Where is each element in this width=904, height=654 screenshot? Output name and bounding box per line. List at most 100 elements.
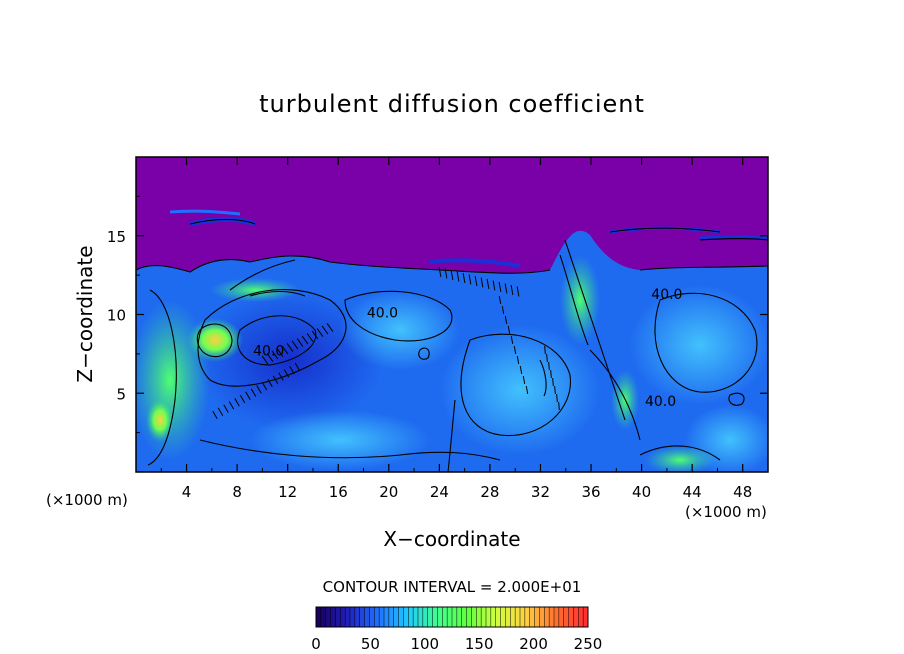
contour-line — [418, 347, 430, 360]
wave-contour — [504, 315, 508, 325]
x-tick-label: 36 — [581, 483, 600, 501]
contour-line — [147, 289, 177, 466]
x-tick-label: 12 — [278, 483, 297, 501]
wave-contour — [316, 328, 324, 337]
wave-contour — [296, 338, 304, 347]
y-axis: 5 10 15 — [107, 195, 768, 434]
wave-contour — [552, 377, 554, 387]
wave-contour — [256, 385, 262, 394]
colorbar-swatch — [510, 607, 516, 627]
y-tick-label: 10 — [107, 307, 126, 325]
chart-title: turbulent diffusion coefficient — [259, 90, 645, 118]
contour-line — [197, 289, 347, 387]
colorbar-swatch — [379, 607, 385, 627]
colorbar-tick-label: 0 — [311, 635, 321, 653]
wave-contour — [311, 330, 319, 340]
contour-line — [559, 254, 589, 346]
wave-contour — [272, 375, 279, 384]
contour-line — [196, 323, 233, 358]
field-region — [560, 255, 600, 345]
colorbar-swatch — [398, 607, 404, 627]
wave-contour — [558, 401, 560, 411]
y-tick-label: 5 — [116, 385, 126, 403]
x-tick-label: 24 — [430, 483, 449, 501]
field-region — [210, 278, 300, 302]
contour-line — [344, 290, 453, 342]
contour-line — [728, 392, 745, 406]
wave-contours — [212, 266, 560, 420]
contour-line — [639, 265, 768, 271]
colorbar-swatch — [364, 607, 370, 627]
colorbar-tick-label: 150 — [465, 635, 494, 653]
colorbar-swatch — [529, 607, 535, 627]
contour-line — [136, 255, 551, 274]
colorbar-swatch — [330, 607, 336, 627]
colorbar-swatch — [461, 607, 467, 627]
colorbar-swatch — [476, 607, 482, 627]
contour-label: 40.0 — [651, 287, 682, 303]
colorbar-swatch — [345, 607, 351, 627]
colorbar-swatch — [350, 607, 356, 627]
wave-contour — [301, 335, 309, 345]
wave-contour — [556, 393, 558, 403]
colorbar-swatch — [359, 607, 365, 627]
wave-contour — [276, 348, 284, 357]
colorbar-swatch — [515, 607, 521, 627]
wave-contour — [450, 269, 454, 281]
wave-contour — [480, 277, 484, 288]
wave-contour — [498, 281, 502, 293]
colorbar-swatch — [534, 607, 540, 627]
colorbar-swatch — [447, 607, 453, 627]
colorbar-swatch — [524, 607, 531, 627]
colorbar-swatch — [413, 607, 419, 627]
colorbar-swatch — [573, 607, 579, 627]
colorbar-swatch — [539, 607, 545, 627]
colorbar-swatch — [320, 607, 327, 627]
wave-contour — [212, 410, 218, 420]
colorbar-tick-label: 200 — [519, 635, 548, 653]
wave-contour — [516, 286, 520, 297]
colorbar-swatch — [568, 607, 574, 627]
colorbar-swatch — [388, 607, 395, 627]
contour-label: 40.0 — [367, 306, 398, 322]
wave-contour — [516, 355, 520, 365]
colorbar-swatch — [558, 607, 565, 627]
wave-contour — [266, 353, 274, 362]
x-tick-label: 4 — [182, 483, 192, 501]
colorbar-swatch — [466, 607, 472, 627]
colorbar-swatch — [354, 607, 361, 627]
wave-contour — [289, 366, 295, 375]
contour-line — [460, 333, 571, 437]
wave-contour — [544, 345, 546, 355]
field-region — [645, 446, 715, 472]
contour-line — [699, 237, 768, 241]
x-axis-title: X−coordinate — [383, 527, 520, 551]
wave-contour — [554, 385, 556, 395]
wave-contour — [501, 305, 505, 315]
contour-line — [539, 359, 547, 397]
wave-contour — [326, 323, 334, 332]
contour-line — [639, 445, 721, 461]
colorbar-tick-label: 250 — [574, 635, 603, 653]
colorbar-swatch — [471, 607, 477, 627]
contour-line — [199, 439, 501, 461]
wave-contour — [223, 404, 229, 413]
colorbar-swatch — [408, 607, 414, 627]
wave-contour — [444, 268, 448, 279]
colorbar-swatch — [549, 607, 555, 627]
colorbar-swatch — [486, 607, 492, 627]
colorbar: 0 50 100 150 200 250 — [311, 606, 603, 653]
colorbar-swatch — [456, 607, 463, 627]
colorbar-swatch — [418, 607, 424, 627]
colorbar-swatch — [583, 607, 589, 627]
colorbar-swatch — [422, 607, 429, 627]
colorbar-swatch — [384, 607, 390, 627]
colorbar-swatch — [427, 607, 433, 627]
wave-contour — [522, 375, 526, 385]
wave-contour — [250, 388, 257, 397]
x-tick-label: 16 — [329, 483, 348, 501]
wave-contour — [486, 278, 490, 290]
wave-contour — [462, 272, 466, 284]
wave-contour — [281, 345, 289, 355]
wave-contour — [474, 275, 478, 287]
